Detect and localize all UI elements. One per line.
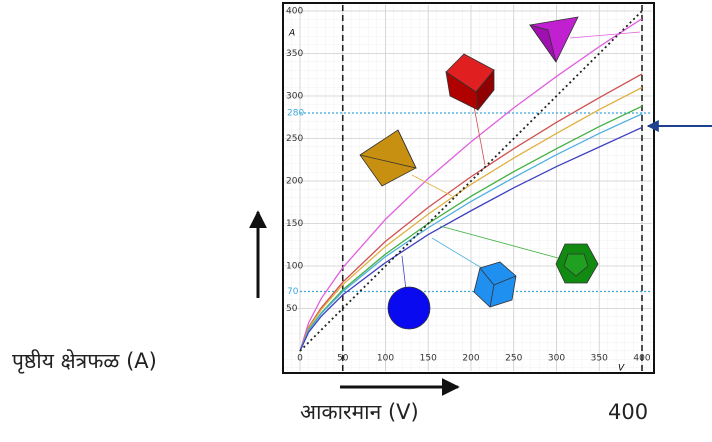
x-axis-value: 400 [608,400,648,424]
y-tick-label: 400 [286,7,303,17]
x-tick-label: 250 [505,354,522,364]
x-axis-label: आकारमान (V) [300,400,419,424]
y-tick-label: 150 [286,219,303,229]
h-ref-label: 280 [287,109,304,119]
y-tick-label: 250 [286,134,303,144]
y-tick-label: 100 [286,262,303,272]
x-tick-label: 0 [297,354,303,364]
x-tick-label: 200 [462,354,479,364]
y-tick-label: 350 [286,49,303,59]
x-tick-label: 150 [420,354,437,364]
x-tick-label: 50 [337,354,349,364]
x-tick-label: 300 [548,354,565,364]
y-tick-label: 50 [286,304,298,314]
x-axis-symbol: V [618,364,625,374]
chart: A V पृष्ठीय क्षेत्रफळ (A) आकारमान (V) 40… [0,0,712,438]
page: {"chart_data": {"type": "line", "y_label… [0,0,712,442]
y-tick-label: 200 [286,177,303,187]
y-tick-label: 300 [286,92,303,102]
y-axis-label: पृष्ठीय क्षेत्रफळ (A) [12,349,157,374]
h-ref-label: 70 [287,287,299,297]
y-axis-symbol: A [288,29,295,39]
x-tick-label: 100 [377,354,394,364]
x-tick-label: 400 [633,354,650,364]
x-tick-label: 350 [591,354,608,364]
